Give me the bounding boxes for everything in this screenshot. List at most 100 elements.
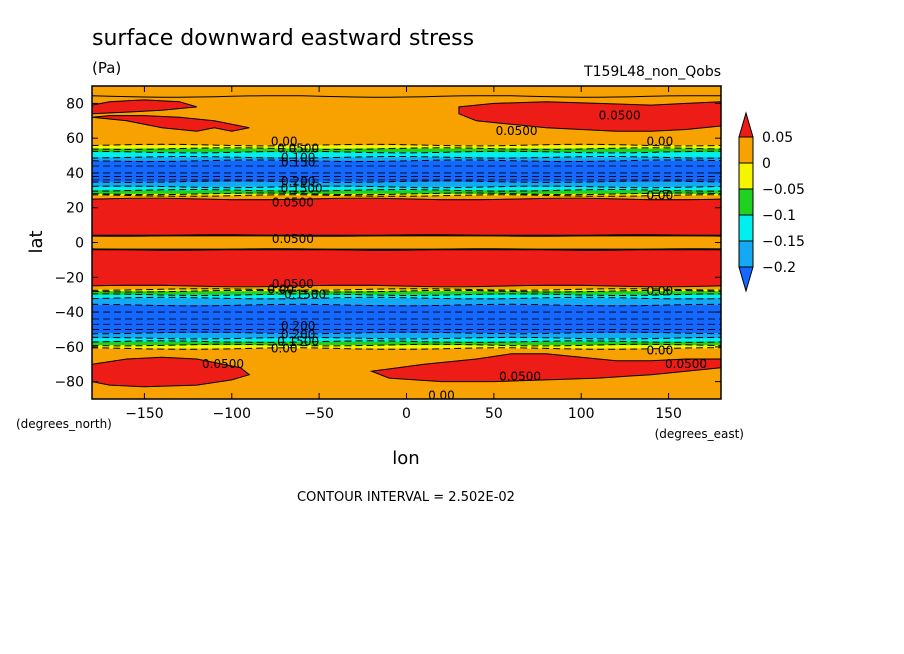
x-tick-label: −100 bbox=[213, 406, 251, 422]
contour-label: 0.0500 bbox=[272, 196, 314, 210]
chart-units: (Pa) bbox=[92, 59, 121, 77]
contour-band bbox=[92, 294, 721, 299]
colorbar-label: −0.2 bbox=[762, 260, 796, 276]
contour-line bbox=[92, 296, 721, 300]
contour-label: 0.00 bbox=[428, 389, 455, 403]
contour-region bbox=[369, 353, 721, 383]
contour-band bbox=[92, 345, 721, 350]
colorbar-swatch bbox=[738, 136, 754, 164]
y-tick-label: −60 bbox=[54, 340, 84, 356]
contour-band bbox=[92, 157, 721, 162]
contour-band bbox=[92, 199, 721, 237]
contour-line bbox=[92, 180, 721, 183]
contour-label: 0.200 bbox=[281, 328, 315, 342]
contour-band bbox=[92, 190, 721, 195]
contour-line bbox=[92, 293, 721, 297]
contour-line bbox=[92, 143, 721, 147]
y-axis-label: lat bbox=[26, 230, 47, 253]
contour-label: 0.0500 bbox=[496, 124, 538, 138]
contour-label: 0.00 bbox=[646, 284, 673, 298]
contour-label: 0.0500 bbox=[665, 357, 707, 371]
contour-line bbox=[92, 150, 721, 154]
contour-line bbox=[92, 159, 721, 163]
contour-band bbox=[92, 152, 721, 158]
y-tick-label: 60 bbox=[66, 131, 84, 147]
y-tick-label: 0 bbox=[75, 236, 84, 252]
contour-line bbox=[92, 336, 721, 340]
y-tick-label: 40 bbox=[66, 166, 84, 182]
contour-line bbox=[92, 197, 721, 201]
contour-label: 0.150 bbox=[281, 156, 315, 170]
contour-line bbox=[92, 340, 721, 343]
contour-label: 0.00 bbox=[646, 189, 673, 203]
x-tick-label: −50 bbox=[304, 406, 334, 422]
contour-line bbox=[92, 347, 721, 350]
contour-label: 0.200 bbox=[281, 175, 315, 189]
colorbar-label: −0.1 bbox=[762, 208, 796, 224]
x-tick-label: −150 bbox=[125, 406, 163, 422]
contour-interval-note: CONTOUR INTERVAL = 2.502E-02 bbox=[297, 490, 515, 505]
contour-label: 0.00 bbox=[646, 343, 673, 357]
y-tick-label: 20 bbox=[66, 201, 84, 217]
contour-region bbox=[92, 356, 251, 388]
contour-label: 0.0500 bbox=[272, 277, 314, 291]
contour-label: 0.1500 bbox=[284, 288, 326, 302]
contour-label: 0.200 bbox=[281, 319, 315, 333]
contour-band bbox=[92, 181, 721, 188]
contour-band bbox=[92, 160, 721, 183]
contour-band bbox=[92, 298, 721, 306]
contour-band bbox=[92, 186, 721, 191]
contour-band bbox=[92, 235, 721, 251]
contour-label: 0.100 bbox=[281, 150, 315, 164]
contour-label: 0.0500 bbox=[272, 232, 314, 246]
y-units-label: (degrees_north) bbox=[16, 417, 112, 431]
contour-label: 0.0500 bbox=[202, 357, 244, 371]
contour-region bbox=[92, 99, 197, 115]
x-tick-label: 0 bbox=[402, 406, 411, 422]
contour-line bbox=[92, 331, 721, 335]
contour-label: 0.00 bbox=[271, 135, 298, 149]
contour-band bbox=[92, 341, 721, 346]
colorbar-swatch bbox=[738, 188, 754, 216]
contour-region bbox=[458, 101, 721, 132]
y-tick-label: 80 bbox=[66, 96, 84, 112]
y-tick-label: −40 bbox=[54, 305, 84, 321]
contour-line bbox=[92, 284, 721, 288]
x-tick-label: 150 bbox=[655, 406, 682, 422]
contour-label: 0.0500 bbox=[277, 142, 319, 156]
x-axis-label: lon bbox=[392, 448, 419, 469]
colorbar-label: −0.05 bbox=[762, 182, 805, 198]
plot-area bbox=[92, 86, 721, 399]
x-tick-label: 100 bbox=[568, 406, 595, 422]
contour-band bbox=[92, 148, 721, 153]
contour-line bbox=[92, 343, 721, 347]
contour-label: 0.00 bbox=[646, 135, 673, 149]
contour-band bbox=[92, 145, 721, 150]
colorbar-swatch bbox=[738, 240, 754, 268]
contour-band bbox=[92, 195, 721, 200]
contour-label: 0.1500 bbox=[281, 182, 323, 196]
contour-line bbox=[92, 194, 721, 197]
run-label: T159L48_non_Qobs bbox=[583, 64, 721, 80]
contour-band bbox=[92, 285, 721, 291]
colorbar-swatch bbox=[738, 111, 754, 138]
contour-band bbox=[92, 193, 721, 197]
x-tick-label: 50 bbox=[485, 406, 503, 422]
contour-line bbox=[92, 303, 721, 307]
colorbar-label: 0 bbox=[762, 156, 771, 172]
contour-label: 0.00 bbox=[271, 342, 298, 356]
contour-label: 0.0500 bbox=[599, 109, 641, 123]
contour-band bbox=[92, 338, 721, 343]
contour-line bbox=[92, 95, 721, 98]
contour-band bbox=[92, 249, 721, 287]
contour-line bbox=[92, 185, 721, 189]
x-units-label: (degrees_east) bbox=[655, 427, 744, 441]
y-tick-label: −20 bbox=[54, 270, 84, 286]
contour-line bbox=[92, 188, 721, 192]
colorbar-label: −0.15 bbox=[762, 234, 805, 250]
contour-line bbox=[92, 289, 721, 293]
contour-band bbox=[92, 291, 721, 296]
colorbar-swatch bbox=[738, 266, 754, 293]
